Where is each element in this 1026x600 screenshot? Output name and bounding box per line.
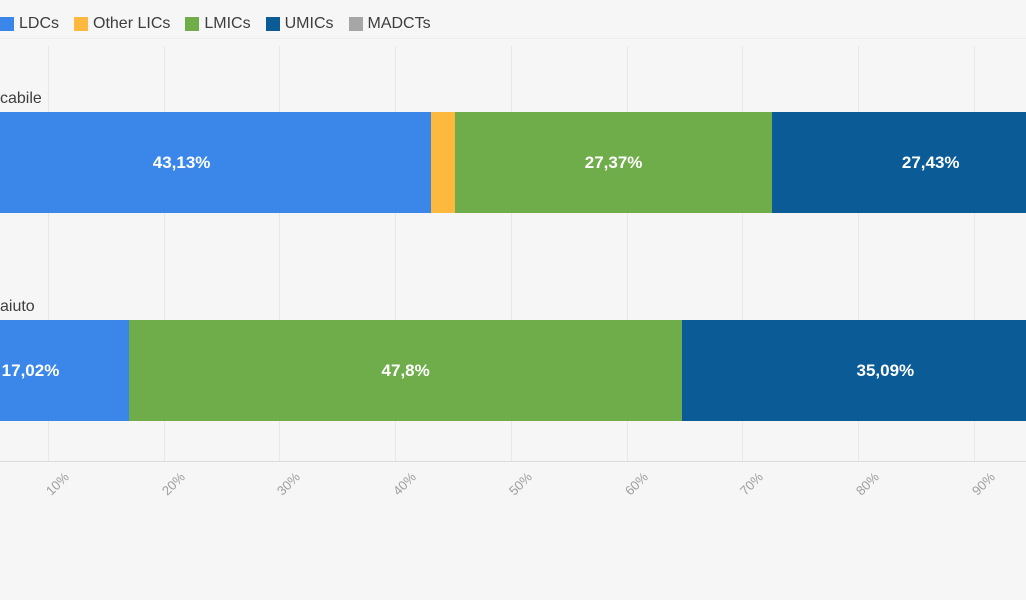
x-axis-tick-label: 30% bbox=[274, 469, 304, 499]
x-axis-tick-label: 80% bbox=[852, 469, 882, 499]
gridline bbox=[395, 46, 396, 461]
legend-item-label: LMICs bbox=[204, 15, 251, 32]
x-axis-tick-label: 70% bbox=[737, 469, 767, 499]
legend-swatch-icon bbox=[348, 17, 363, 31]
segment-value-label: 47,8% bbox=[381, 360, 430, 380]
x-axis-tick-label: 60% bbox=[621, 469, 651, 499]
bar-segment-umics[interactable]: 35,09% bbox=[682, 320, 1026, 421]
legend-item-madcts[interactable]: MADCTs bbox=[348, 15, 431, 32]
legend: LDCs Other LICs LMICs UMICs MADCTs bbox=[0, 16, 446, 32]
legend-item-ldcs[interactable]: LDCs bbox=[0, 16, 59, 32]
segment-value-label: 43,13% bbox=[152, 152, 211, 172]
segment-value-label: 17,02% bbox=[1, 360, 60, 380]
category-label: cabile bbox=[0, 90, 42, 107]
bar-segment-lmics[interactable]: 47,8% bbox=[129, 320, 683, 421]
segment-value-label: 27,43% bbox=[901, 152, 960, 172]
legend-swatch-icon bbox=[185, 17, 200, 31]
x-axis-tick-label: 40% bbox=[389, 469, 419, 499]
legend-item-other-lics[interactable]: Other LICs bbox=[74, 16, 170, 32]
x-axis-tick-label: 10% bbox=[42, 469, 72, 499]
bar-segment-ldcs[interactable]: 43,13% bbox=[0, 112, 432, 213]
legend-item-label: UMICs bbox=[284, 15, 334, 32]
legend-swatch-icon bbox=[265, 17, 280, 31]
bar-row: 17,02% 47,8% 35,09% bbox=[0, 320, 1026, 421]
category-label: aiuto bbox=[0, 298, 35, 315]
plot-top-border bbox=[0, 38, 1026, 39]
legend-swatch-icon bbox=[0, 17, 14, 31]
bar-segment-other-lics[interactable] bbox=[431, 112, 456, 213]
segment-value-label: 35,09% bbox=[856, 360, 915, 380]
gridline bbox=[163, 46, 165, 461]
gridline bbox=[858, 46, 859, 461]
x-axis-line bbox=[0, 461, 1026, 462]
segment-value-label: 27,37% bbox=[584, 152, 643, 172]
plot-area: 10% 20% 30% 40% 50% 60% 70% 80% 90% 43,13% 27,37% 2… bbox=[0, 46, 1026, 498]
gridline bbox=[47, 46, 49, 461]
gridline bbox=[626, 46, 628, 461]
bar-segment-umics[interactable]: 27,43% bbox=[771, 112, 1026, 213]
legend-item-umics[interactable]: UMICs bbox=[265, 15, 334, 32]
legend-item-label: MADCTs bbox=[367, 15, 431, 32]
x-axis-tick-label: 20% bbox=[158, 469, 188, 499]
gridline bbox=[510, 46, 512, 461]
legend-item-lmics[interactable]: LMICs bbox=[185, 15, 251, 32]
bar-segment-ldcs[interactable]: 17,02% bbox=[0, 320, 129, 421]
legend-item-label: LDCs bbox=[19, 15, 60, 32]
gridline bbox=[279, 46, 281, 461]
x-axis-tick-label: 50% bbox=[505, 469, 535, 499]
gridline bbox=[742, 46, 744, 461]
legend-swatch-icon bbox=[74, 17, 89, 31]
bar-row: 43,13% 27,37% 27,43% bbox=[0, 112, 1026, 213]
legend-item-label: Other LICs bbox=[93, 15, 171, 32]
bar-segment-lmics[interactable]: 27,37% bbox=[455, 112, 772, 213]
gridline bbox=[973, 46, 975, 461]
x-axis-tick-label: 90% bbox=[968, 469, 998, 499]
